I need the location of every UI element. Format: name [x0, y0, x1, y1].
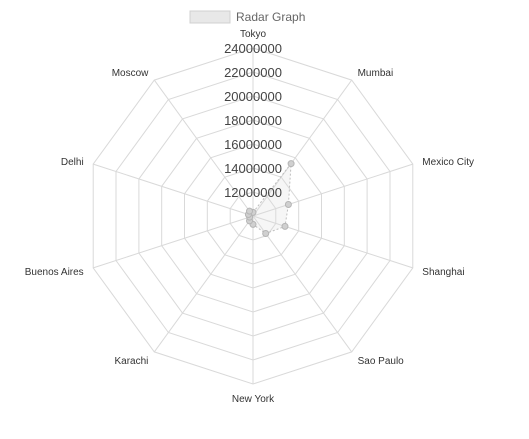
axis-label-sao-paulo: Sao Paulo — [358, 356, 405, 367]
grid-spoke — [93, 163, 254, 217]
data-point-moscow[interactable] — [246, 207, 253, 215]
radar-grid — [92, 47, 414, 385]
axis-label-delhi: Delhi — [61, 157, 84, 168]
axis-label-shanghai: Shanghai — [422, 267, 464, 278]
grid-spoke — [153, 215, 254, 353]
tick-label: 22000000 — [224, 65, 282, 80]
axis-label-moscow: Moscow — [112, 68, 149, 79]
grid-spoke — [252, 215, 353, 353]
grid-spoke — [252, 163, 413, 217]
legend-swatch — [189, 10, 231, 24]
grid-spoke — [252, 79, 353, 217]
data-point-mexico-city[interactable] — [284, 201, 292, 208]
tick-label: 18000000 — [224, 113, 282, 128]
tick-labels: 12000000 14000000 16000000 18000000 20000000… — [224, 41, 282, 200]
data-point-mumbai[interactable] — [287, 160, 295, 168]
legend-label: Radar Graph — [236, 10, 305, 24]
axis-label-tokyo: Tokyo — [240, 29, 267, 40]
tick-label: 12000000 — [224, 185, 282, 200]
axis-label-karachi: Karachi — [114, 356, 148, 367]
grid-spoke — [93, 215, 254, 269]
tick-label: 16000000 — [224, 137, 282, 152]
legend[interactable]: Radar Graph — [189, 10, 305, 24]
axis-label-mexico-city: Mexico City — [422, 157, 474, 168]
axis-label-mumbai: Mumbai — [358, 68, 394, 79]
data-point-sao-paulo[interactable] — [262, 230, 270, 237]
axis-label-buenos-aires: Buenos Aires — [25, 267, 84, 278]
grid-spoke — [252, 215, 413, 269]
axis-label-new-york: New York — [232, 394, 275, 405]
axis-labels: Tokyo Mumbai Mexico City Shanghai Sao Paulo N… — [25, 29, 474, 405]
tick-label: 14000000 — [224, 161, 282, 176]
series-layer — [244, 160, 295, 237]
tick-label: 20000000 — [224, 89, 282, 104]
grid-spoke — [153, 79, 254, 217]
tick-label: 24000000 — [224, 41, 282, 56]
data-point-shanghai[interactable] — [281, 222, 289, 230]
